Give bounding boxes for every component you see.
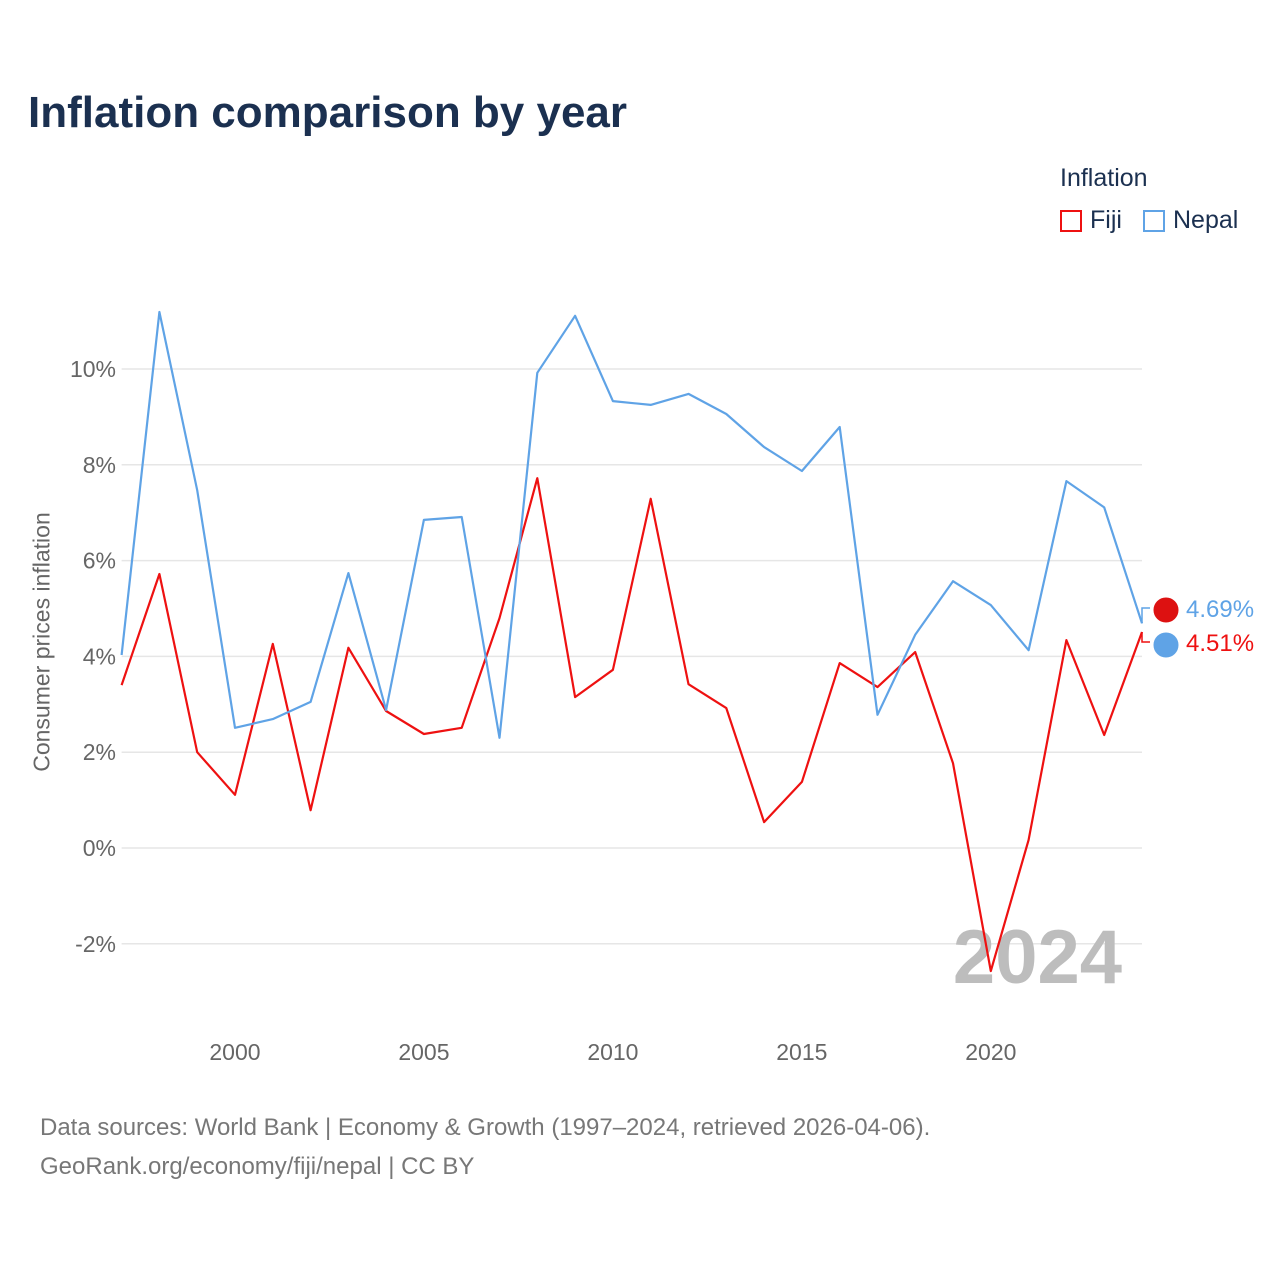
source-line-1: Data sources: World Bank | Economy & Gro… <box>40 1114 931 1141</box>
flag-icon-fiji <box>1152 631 1180 659</box>
legend-label-nepal: Nepal <box>1173 206 1239 234</box>
end-value-label-nepal: 4.69% <box>1186 596 1254 623</box>
x-tick-label: 2020 <box>965 1039 1016 1065</box>
y-tick-label: 10% <box>70 356 116 382</box>
y-tick-label: 4% <box>83 643 116 669</box>
x-tick-label: 2010 <box>587 1039 638 1065</box>
legend-swatch-fiji <box>1060 209 1082 232</box>
series-line-nepal <box>120 310 1144 739</box>
end-connector <box>1141 631 1150 643</box>
end-connector <box>1141 607 1150 624</box>
flag-icon-nepal <box>1152 596 1180 624</box>
source-note: Data sources: World Bank | Economy & Gro… <box>40 1108 930 1186</box>
source-line-2[interactable]: GeoRank.org/economy/fiji/nepal | CC BY <box>40 1153 475 1180</box>
legend-swatch-nepal <box>1143 209 1165 232</box>
legend-item-nepal[interactable]: Nepal <box>1143 206 1238 235</box>
x-tick-label: 2005 <box>398 1039 449 1065</box>
y-tick-label: -2% <box>75 931 116 957</box>
legend-label-fiji: Fiji <box>1090 206 1122 234</box>
legend-item-fiji[interactable]: Fiji <box>1060 206 1122 235</box>
chart-title: Inflation comparison by year <box>28 88 628 137</box>
y-tick-label: 8% <box>83 452 116 478</box>
end-value-label-fiji: 4.51% <box>1186 630 1254 657</box>
y-tick-label: 6% <box>83 548 116 574</box>
series-line-fiji <box>120 477 1144 973</box>
x-tick-label: 2015 <box>776 1039 827 1065</box>
x-tick-label: 2000 <box>209 1039 260 1065</box>
y-tick-label: 0% <box>83 835 116 861</box>
year-watermark: 2024 <box>953 915 1122 1000</box>
y-tick-label: 2% <box>83 739 116 765</box>
legend-title: Inflation <box>1060 164 1148 192</box>
